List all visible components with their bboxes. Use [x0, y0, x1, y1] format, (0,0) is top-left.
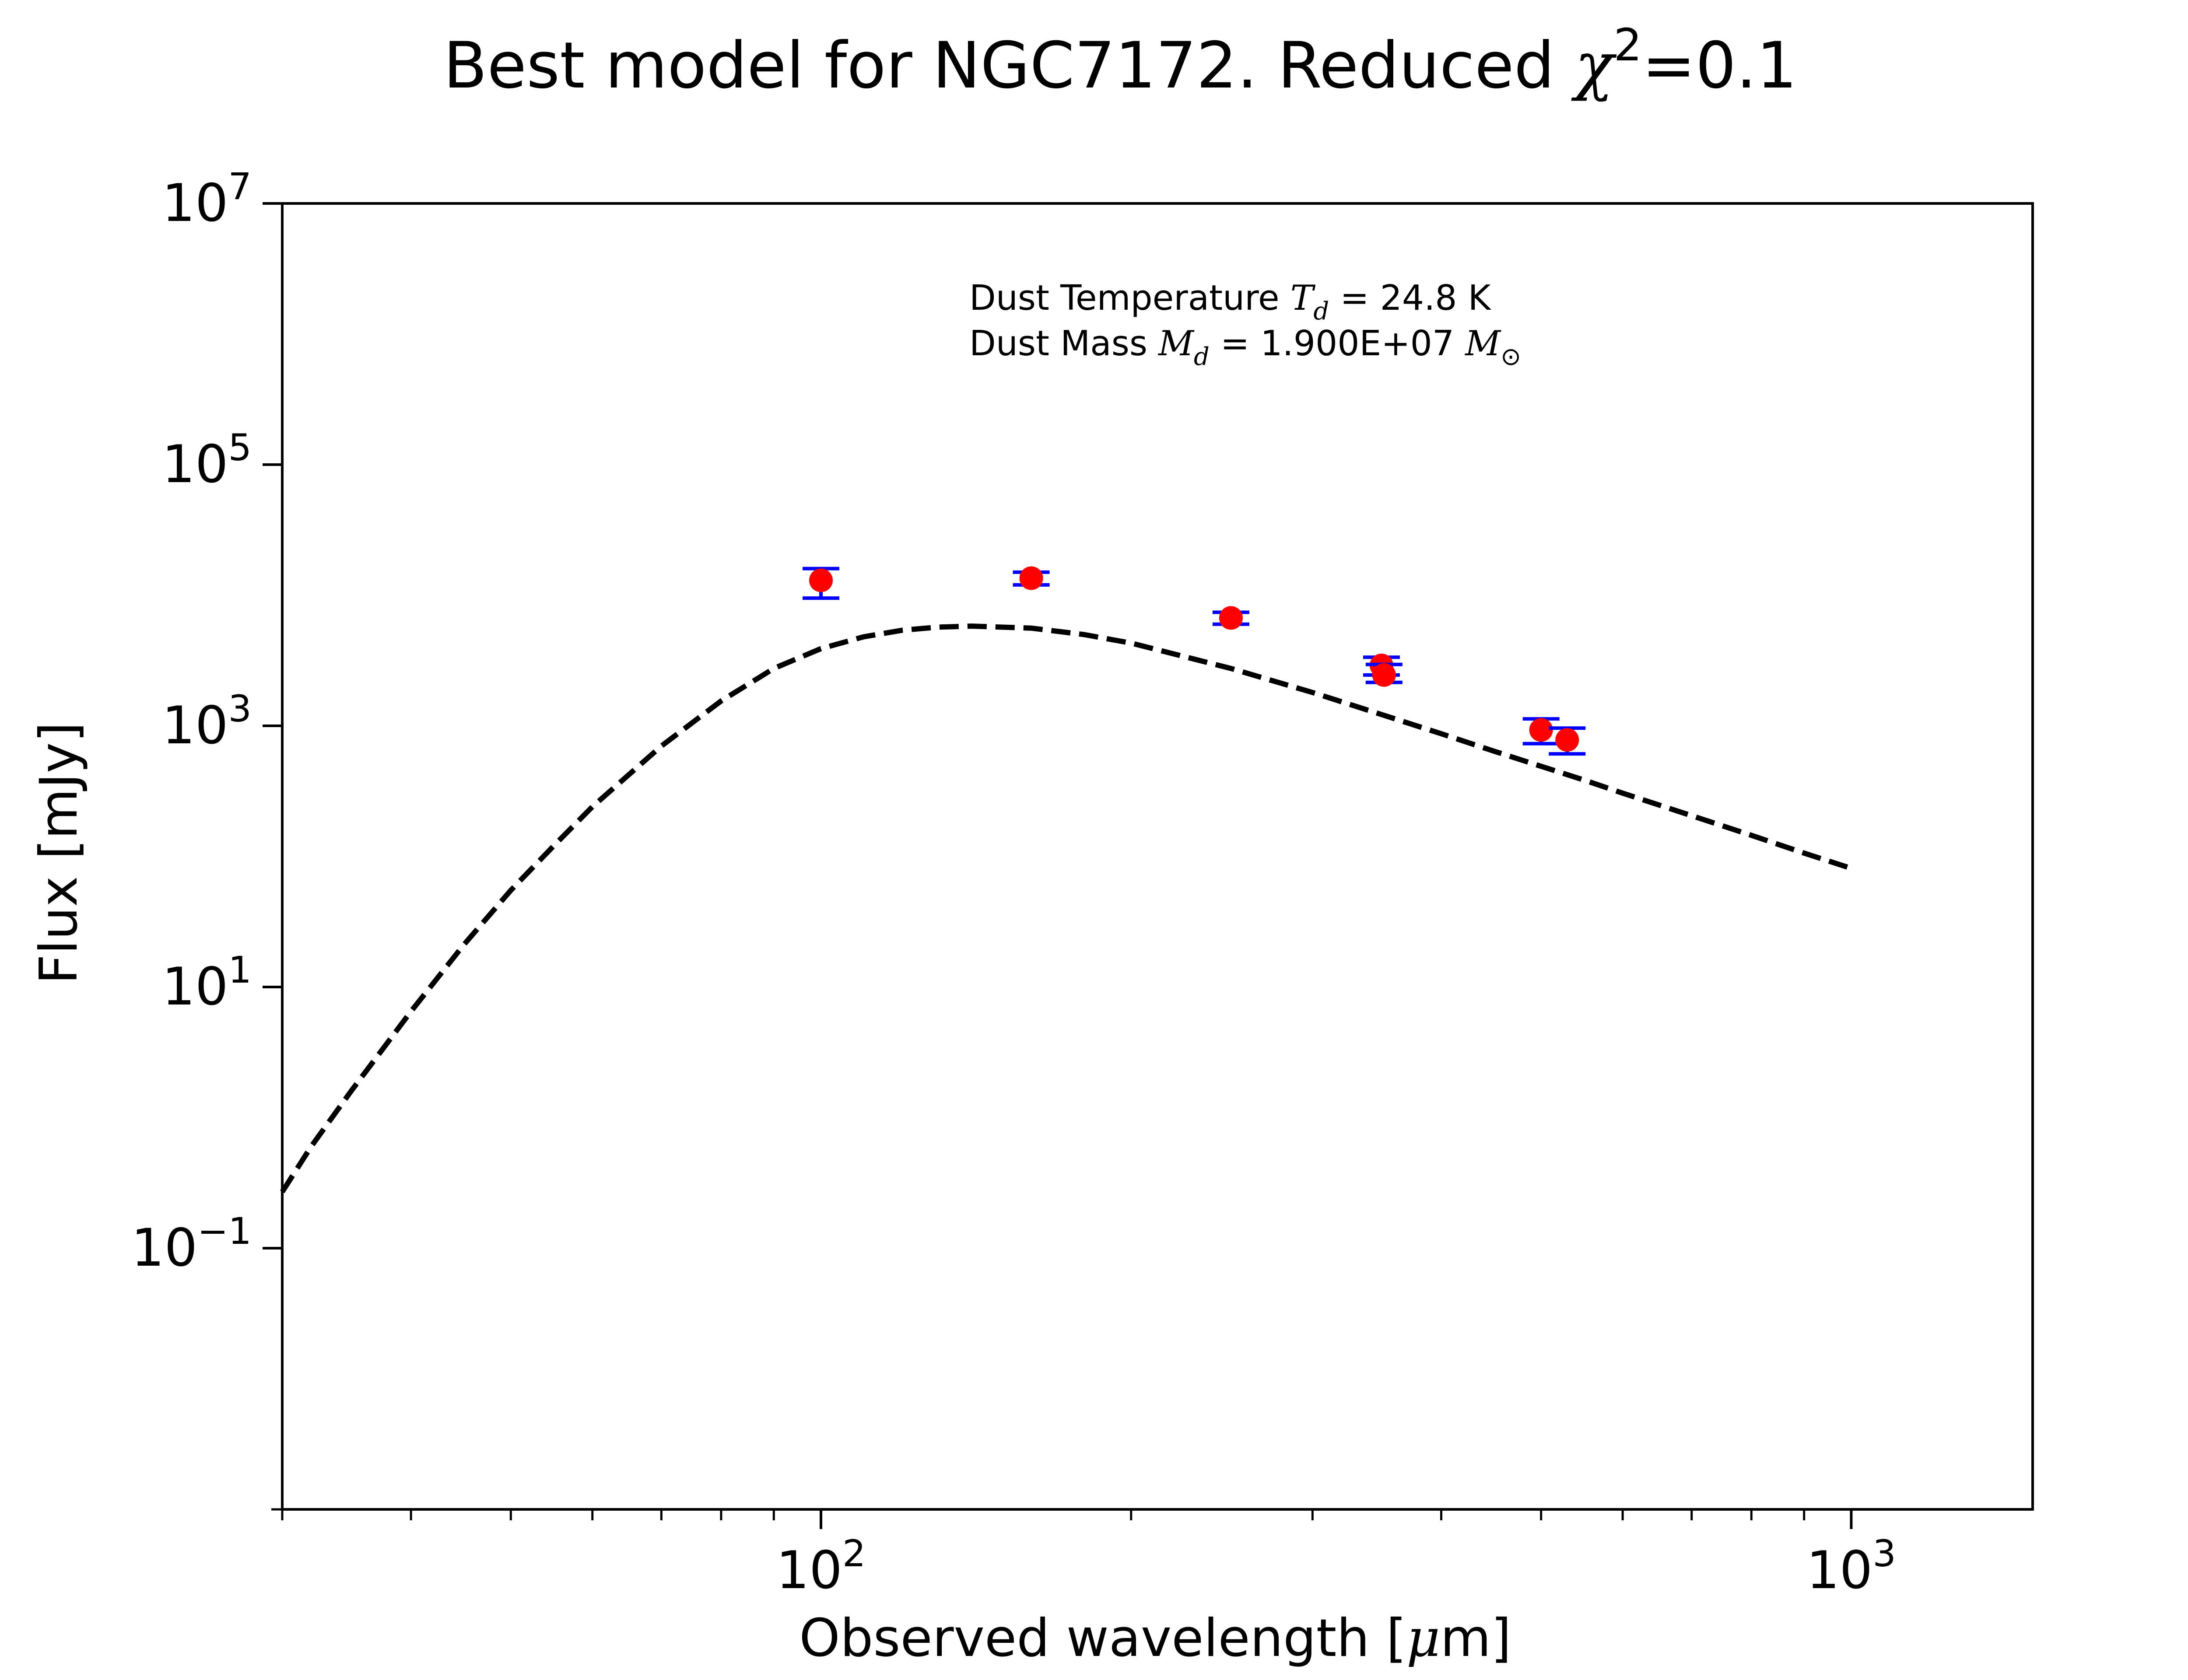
y-tick-label-base: 10 [162, 957, 228, 1017]
y-tick-label-exp: −1 [197, 1210, 252, 1253]
title-chi-power: 2 [1613, 19, 1642, 71]
y-tick-label-4: 105 [162, 426, 252, 495]
xlabel-unit-rest: m] [1440, 1608, 1511, 1669]
y-tick-label-base: 10 [162, 173, 228, 234]
y-tick-label-5: 107 [162, 165, 252, 234]
plot-area [282, 203, 2033, 1509]
svg-text:Dust Mass Md = 1.900E+07 M⊙: Dust Mass Md = 1.900E+07 M⊙ [969, 323, 1521, 371]
x-tick-label-base: 10 [1806, 1540, 1872, 1601]
y-tick-label-exp: 7 [228, 165, 252, 208]
data-marker-5 [1372, 663, 1396, 687]
annotation-line2-unit-sub: ⊙ [1501, 343, 1521, 371]
xlabel-unit-greek: μ [1406, 1608, 1440, 1669]
x-axis-label: Observed wavelength [μm] [799, 1608, 1511, 1669]
y-tick-label-base: 10 [131, 1218, 197, 1278]
data-marker-2 [1019, 566, 1043, 590]
ylabel-text: Flux [mJy] [29, 722, 89, 984]
annotation-line1-sub: d [1313, 297, 1329, 326]
observations-layer [803, 566, 1586, 756]
observation-point-3 [1212, 606, 1249, 630]
x-tick-label-1: 102 [776, 1532, 866, 1601]
annotation-line2-mid: = 1.900E+07 [1210, 323, 1465, 364]
svg-text:Observed wavelength [μm]: Observed wavelength [μm] [799, 1608, 1511, 1669]
svg-text:Best model for NGC7172. Reduce: Best model for NGC7172. Reduced χ2=0.1 [443, 19, 1797, 103]
annotation-line1-suffix: = 24.8 K [1329, 278, 1491, 318]
annotation-line1-prefix: Dust Temperature [969, 278, 1290, 318]
data-marker-3 [1219, 606, 1243, 630]
y-tick-label-3: 103 [162, 687, 252, 756]
title-chi-symbol: χ [1571, 28, 1617, 103]
annotation-line2-sub: d [1194, 343, 1210, 371]
x-tick-label-2: 103 [1806, 1532, 1896, 1601]
y-tick-label-exp: 5 [228, 426, 252, 469]
annotation-line1-symbol: T [1290, 278, 1316, 318]
title-main: Best model for NGC7172. Reduced [443, 28, 1575, 103]
y-tick-label-2: 101 [162, 948, 252, 1017]
model-curve-layer [280, 623, 1852, 1194]
y-tick-label-exp: 3 [228, 687, 252, 730]
plot-frame [281, 202, 2034, 1511]
y-tick-label-exp: 1 [228, 948, 252, 991]
svg-text:Dust Temperature Td = 24.8 K: Dust Temperature Td = 24.8 K [969, 278, 1492, 326]
data-marker-6 [1529, 718, 1553, 742]
chart-title: Best model for NGC7172. Reduced χ2=0.1 [443, 19, 1797, 103]
observation-point-1 [803, 567, 840, 600]
data-marker-1 [809, 568, 833, 592]
observation-point-6 [1522, 717, 1560, 746]
y-axis-label: Flux [mJy] [29, 722, 89, 984]
observation-point-5 [1365, 662, 1403, 687]
y-tick-label-base: 10 [162, 696, 228, 756]
x-tick-label-exp: 3 [1872, 1532, 1896, 1575]
data-marker-7 [1555, 728, 1579, 752]
x-tick-label-base: 10 [776, 1540, 842, 1601]
observation-point-7 [1549, 726, 1586, 756]
annotation-line2-unit: M [1464, 323, 1501, 364]
fit-annotation: Dust Temperature Td = 24.8 K Dust Mass M… [969, 278, 1521, 371]
title-chi-value: =0.1 [1642, 28, 1797, 103]
annotation-line2-symbol: M [1157, 323, 1195, 364]
y-tick-label-base: 10 [162, 434, 228, 495]
x-tick-label-exp: 2 [842, 1532, 866, 1575]
xlabel-main: Observed wavelength [ [799, 1608, 1406, 1669]
plot-background [282, 203, 2033, 1509]
observation-point-2 [1013, 566, 1050, 590]
y-tick-label-1: 10−1 [131, 1210, 252, 1278]
model-curve-line [280, 623, 1852, 1194]
annotation-line2-prefix: Dust Mass [969, 323, 1158, 364]
